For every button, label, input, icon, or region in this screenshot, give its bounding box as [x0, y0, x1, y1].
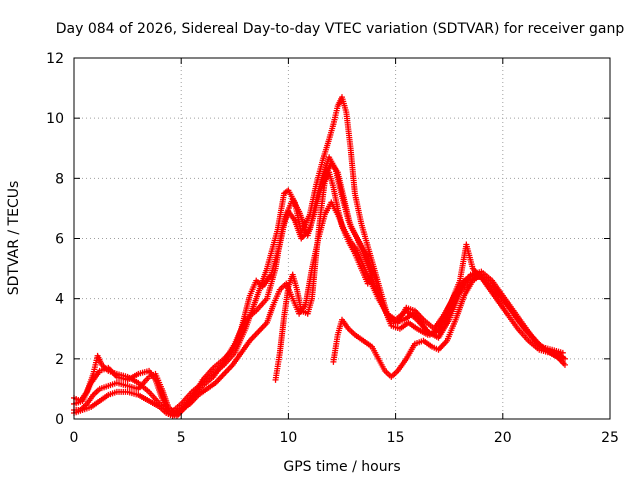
data-point: [561, 361, 568, 368]
y-tick-label: 6: [55, 232, 64, 248]
data-point: [559, 349, 566, 356]
x-tick-label: 0: [70, 430, 79, 446]
data-point: [478, 271, 485, 278]
data-point: [364, 280, 371, 287]
series-6: [330, 271, 485, 380]
x-axis-title: GPS time / hours: [283, 459, 400, 475]
x-tick-label: 10: [279, 430, 297, 446]
series-5: [272, 169, 371, 383]
y-tick-label: 12: [46, 51, 64, 67]
y-tick-label: 8: [55, 171, 64, 187]
chart-title: Day 084 of 2026, Sidereal Day-to-day VTE…: [56, 21, 625, 37]
grid-layer: [74, 58, 610, 419]
x-tick-label: 25: [601, 430, 619, 446]
y-tick-label: 4: [55, 292, 64, 308]
ticks-layer: 0 5 10 15 20 25 0 2 4 6 8 10 12: [46, 51, 619, 446]
data-point: [557, 355, 564, 362]
series-1: [71, 94, 568, 416]
x-tick-label: 15: [387, 430, 405, 446]
x-tick-label: 5: [177, 430, 186, 446]
y-tick-label: 10: [46, 111, 64, 127]
y-tick-label: 0: [55, 412, 64, 428]
points-layer: [71, 94, 568, 419]
y-axis-title: SDTVAR / TECUs: [6, 181, 22, 296]
y-tick-label: 2: [55, 352, 64, 368]
x-tick-label: 20: [494, 430, 512, 446]
